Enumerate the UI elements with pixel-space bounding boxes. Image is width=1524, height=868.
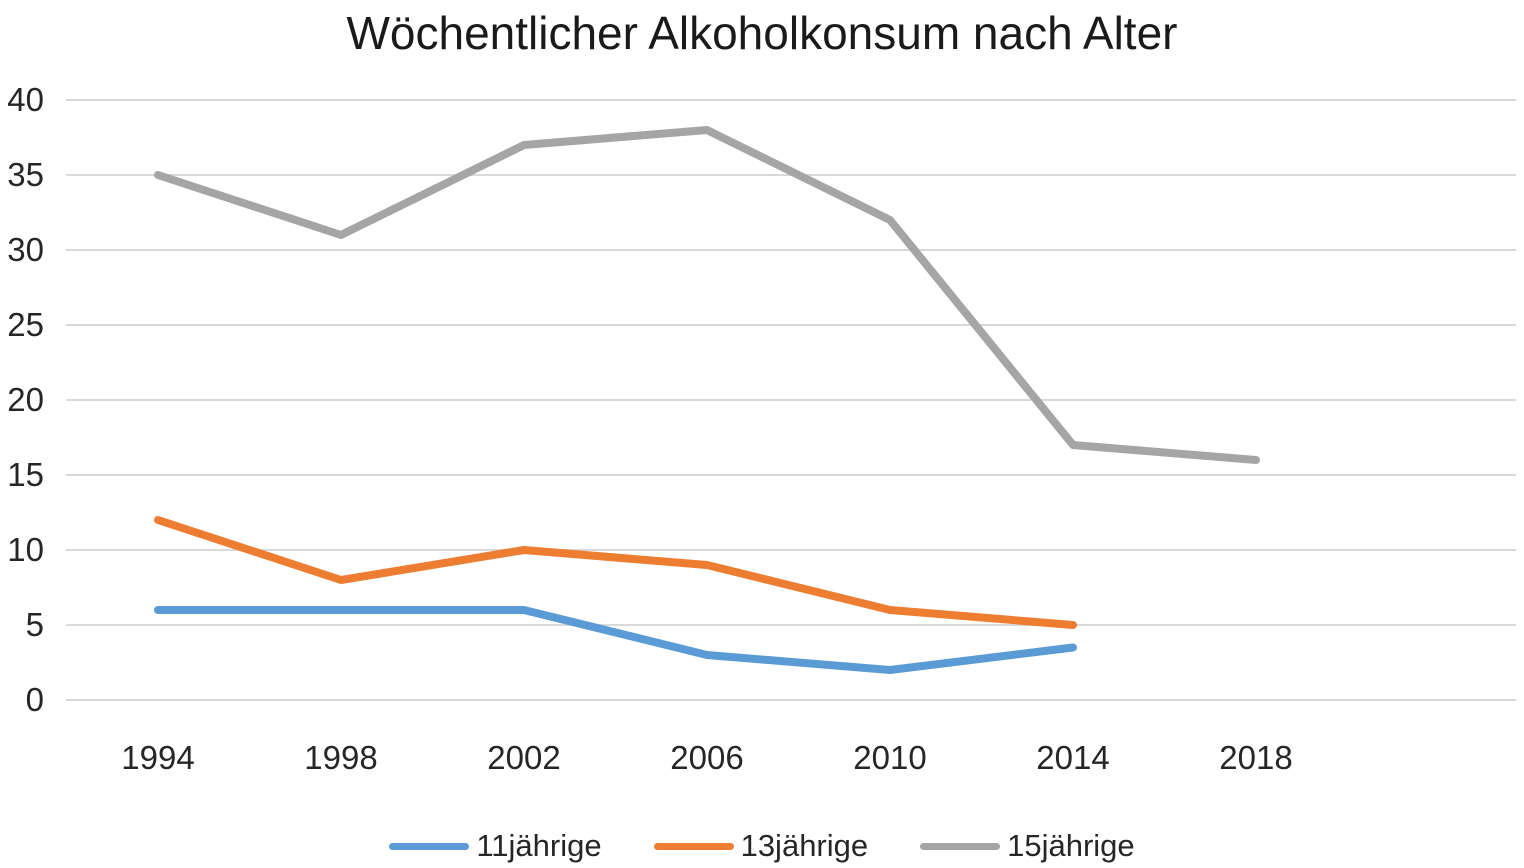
series-line-0 xyxy=(154,606,1077,674)
y-axis-tick-label: 15 xyxy=(7,456,44,493)
legend-item-2: 15jährige xyxy=(920,828,1135,864)
y-axis-tick-label: 20 xyxy=(7,381,44,418)
y-axis-tick-label: 5 xyxy=(25,606,44,643)
legend-swatch xyxy=(653,842,734,850)
x-axis-label: 2014 xyxy=(1036,739,1110,776)
y-axis-tick-label: 35 xyxy=(7,156,44,193)
series-line-2 xyxy=(154,126,1260,464)
legend-label: 15jährige xyxy=(1007,828,1135,863)
chart-title: Wöchentlicher Alkoholkonsum nach Alter xyxy=(346,7,1178,59)
x-axis-label: 2010 xyxy=(853,739,927,776)
legend-swatch xyxy=(389,842,470,850)
series-line-1 xyxy=(154,516,1077,629)
series-lines-group xyxy=(154,126,1260,674)
y-axis-tick-label: 25 xyxy=(7,306,44,343)
legend-label: 13jährige xyxy=(740,828,869,863)
legend-item-0: 11jährige xyxy=(389,828,602,864)
legend-label: 11jährige xyxy=(476,828,602,863)
gridlines-group xyxy=(66,99,1516,701)
y-axis-tick-label: 10 xyxy=(7,531,44,568)
x-axis-label: 2002 xyxy=(487,739,561,776)
x-axis-label: 1994 xyxy=(121,739,195,776)
y-axis-tick-label: 0 xyxy=(25,681,44,718)
y-axis-tick-label: 40 xyxy=(7,81,44,118)
x-axis-label: 2006 xyxy=(670,739,744,776)
legend-swatch xyxy=(920,842,1001,850)
x-axis-label: 1998 xyxy=(304,739,378,776)
x-axis-label: 2018 xyxy=(1219,739,1293,776)
legend-item-1: 13jährige xyxy=(653,828,869,864)
legend: 11jährige 13jährige 15jährige xyxy=(0,828,1524,864)
y-axis-tick-label: 30 xyxy=(7,231,44,268)
